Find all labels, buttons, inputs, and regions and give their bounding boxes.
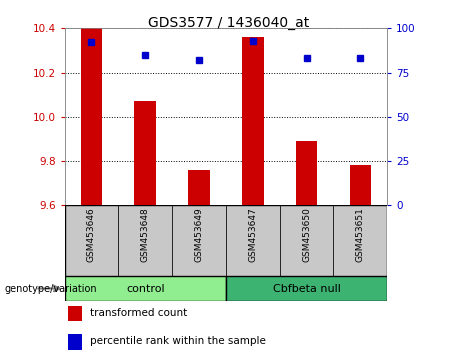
Bar	[172, 205, 226, 276]
Text: GSM453647: GSM453647	[248, 207, 257, 262]
Text: GSM453650: GSM453650	[302, 207, 311, 262]
Bar	[65, 276, 226, 301]
Bar	[349, 166, 371, 205]
Bar	[242, 37, 264, 205]
Text: genotype/variation: genotype/variation	[5, 284, 97, 293]
Bar	[226, 276, 387, 301]
Bar	[296, 141, 317, 205]
Bar	[65, 205, 118, 276]
Bar	[188, 170, 210, 205]
Text: GDS3577 / 1436040_at: GDS3577 / 1436040_at	[148, 16, 309, 30]
Text: GSM453646: GSM453646	[87, 207, 96, 262]
Bar	[68, 306, 83, 321]
Bar	[226, 205, 280, 276]
Bar	[81, 28, 102, 205]
Bar	[135, 101, 156, 205]
Text: GSM453649: GSM453649	[195, 207, 203, 262]
Text: percentile rank within the sample: percentile rank within the sample	[90, 336, 266, 346]
Bar	[333, 205, 387, 276]
Text: transformed count: transformed count	[90, 308, 188, 318]
Bar	[280, 205, 333, 276]
Bar	[68, 334, 83, 350]
Text: Cbfbeta null: Cbfbeta null	[272, 284, 341, 293]
Text: GSM453651: GSM453651	[356, 207, 365, 262]
Text: GSM453648: GSM453648	[141, 207, 150, 262]
Bar	[118, 205, 172, 276]
Text: control: control	[126, 284, 165, 293]
